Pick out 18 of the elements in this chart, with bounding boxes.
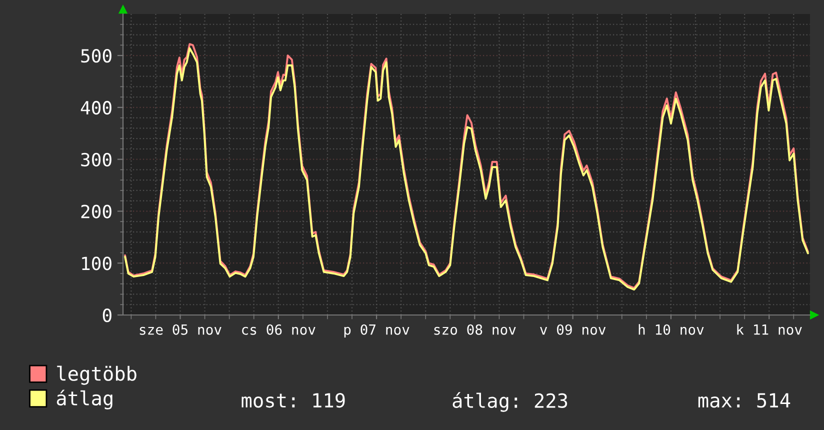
x-tick-label: k 11 nov bbox=[737, 324, 802, 335]
y-tick-label: 500 bbox=[81, 49, 112, 63]
y-tick-label: 0 bbox=[102, 308, 112, 322]
y-tick-label: 100 bbox=[82, 256, 112, 270]
x-tick-label: sze 05 nov bbox=[140, 324, 222, 335]
x-tick-label: p 07 nov bbox=[344, 324, 410, 338]
x-tick-label: cs 06 nov bbox=[242, 324, 316, 335]
x-tick-label: v 09 nov bbox=[540, 324, 606, 335]
y-tick-label: 400 bbox=[80, 100, 112, 115]
y-tick-label: 300 bbox=[81, 152, 112, 166]
legend-label: átlag bbox=[56, 390, 112, 410]
text: átlag: 223 bbox=[452, 392, 568, 412]
text: max: 514 bbox=[698, 393, 790, 408]
y-tick-label: 200 bbox=[81, 204, 112, 218]
x-tick-label: szo 08 nov bbox=[434, 324, 516, 335]
legend-label: legtöbb bbox=[57, 366, 136, 385]
text: most: 119 bbox=[242, 392, 345, 408]
x-tick-label: h 10 nov bbox=[638, 324, 704, 335]
